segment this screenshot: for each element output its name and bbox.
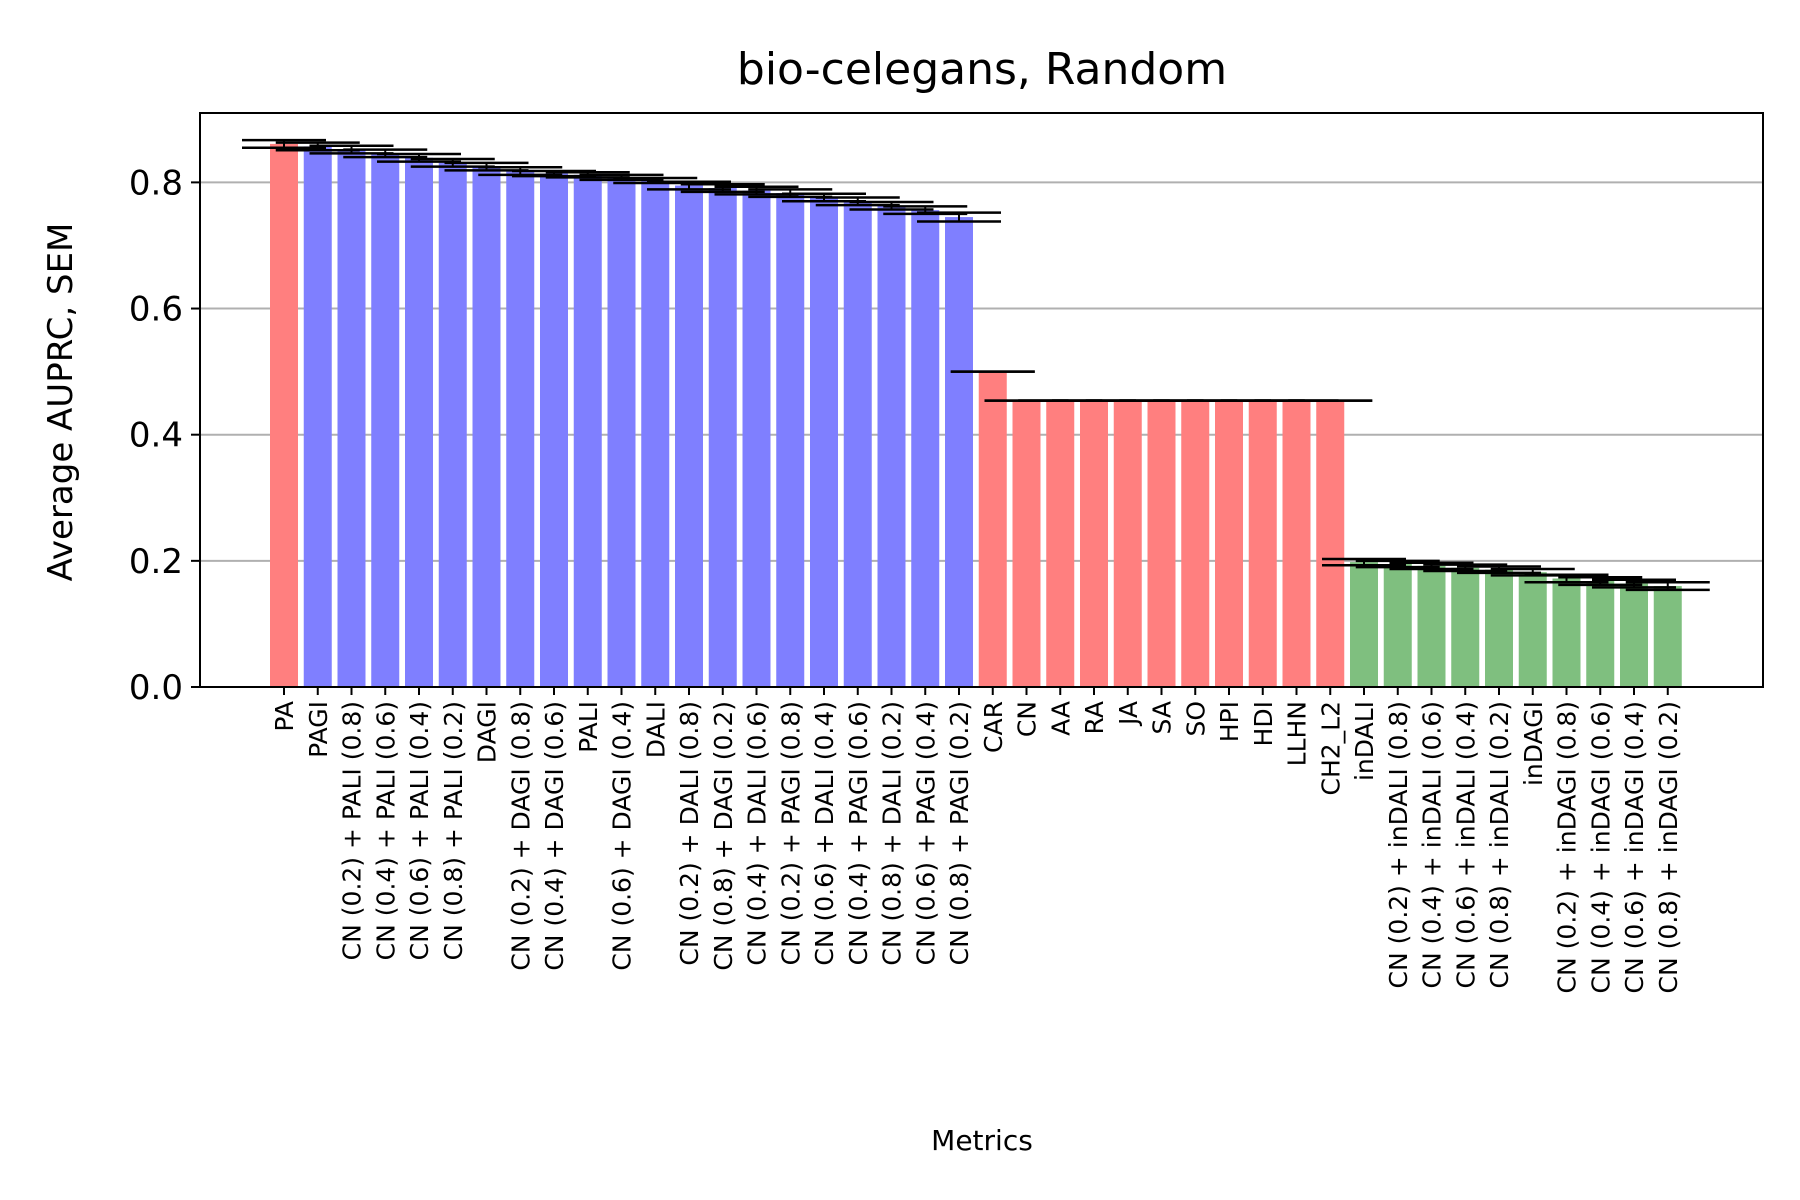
x-tick-label: CAR [979, 701, 1008, 753]
bar [1552, 578, 1581, 687]
x-tick-label: inDAGI [1519, 701, 1548, 786]
x-tick-label: CN (0.4) + PALI (0.6) [371, 701, 400, 960]
x-tick-label: CN (0.8) + inDAGI (0.2) [1654, 701, 1683, 993]
bar [1248, 400, 1277, 687]
x-tick-label: DALI [641, 701, 670, 758]
x-tick-label: CN (0.4) + inDALI (0.6) [1418, 701, 1447, 988]
x-tick-label: CN (0.2) + inDAGI (0.8) [1553, 701, 1582, 993]
x-tick-label: CN (0.2) + DALI (0.8) [675, 701, 704, 966]
bar [1316, 400, 1345, 687]
bar [1080, 400, 1108, 687]
y-tick-label: 0.0 [129, 668, 183, 708]
x-tick-label: CN [1013, 701, 1042, 737]
x-tick-label: CN (0.8) + PALI (0.2) [439, 701, 468, 960]
x-tick-label: PA [270, 701, 299, 732]
bar [1181, 400, 1210, 687]
x-tick-label: CN (0.6) + PAGI (0.4) [911, 701, 940, 965]
bar [945, 217, 973, 688]
x-tick-label: HPI [1215, 701, 1244, 742]
y-axis-ticks: 0.0 0.2 0.4 0.6 0.8 [129, 163, 200, 708]
x-axis-ticks: PA PAGI CN (0.2) + PALI (0.8) CN (0.4) + PA… [270, 687, 1683, 993]
bar [978, 371, 1007, 687]
x-tick-label: inDALI [1350, 701, 1379, 781]
x-tick-label: CN (0.8) + DAGI (0.2) [709, 701, 738, 971]
bar [675, 185, 703, 688]
x-tick-label: LLHN [1283, 701, 1312, 766]
y-axis-label: Average AUPRC, SEM [41, 223, 81, 582]
x-tick-label: AA [1046, 701, 1075, 736]
x-tick-label: CN (0.2) + PAGI (0.8) [776, 701, 805, 965]
bar [1046, 400, 1075, 687]
x-tick-label: SA [1148, 701, 1177, 734]
bar [1215, 400, 1243, 687]
bar [1147, 400, 1176, 687]
bar [1113, 400, 1142, 687]
bar [1350, 562, 1378, 687]
bar [810, 197, 838, 687]
bars [270, 143, 1682, 688]
x-tick-label: PALI [574, 701, 603, 753]
bar [270, 143, 298, 687]
bar [1653, 586, 1682, 687]
x-axis-label: Metrics [931, 1124, 1033, 1157]
y-tick-label: 0.8 [129, 163, 183, 203]
x-tick-label: CN (0.6) + inDAGI (0.4) [1620, 701, 1649, 993]
x-tick-label: HDI [1249, 701, 1278, 746]
x-tick-label: CN (0.4) + DALI (0.6) [743, 701, 772, 966]
bar [607, 177, 636, 688]
x-tick-label: SO [1181, 701, 1210, 737]
bar [1417, 565, 1446, 687]
bar [371, 153, 400, 687]
y-tick-label: 0.2 [129, 542, 183, 582]
x-tick-label: CN (0.2) + DAGI (0.8) [506, 701, 535, 971]
x-tick-label: PAGI [304, 701, 333, 758]
bar [1012, 400, 1041, 687]
bar [438, 162, 467, 688]
x-tick-label: CN (0.6) + inDALI (0.4) [1451, 701, 1480, 988]
bar [1282, 400, 1311, 687]
x-tick-label: CN (0.8) + inDALI (0.2) [1485, 701, 1514, 988]
bar [1586, 581, 1615, 687]
x-tick-label: CN (0.4) + PAGI (0.6) [844, 701, 873, 965]
x-tick-label: CN (0.6) + PALI (0.4) [405, 701, 434, 960]
bar [1383, 564, 1412, 687]
bar [1485, 569, 1513, 687]
bar [573, 174, 602, 688]
x-tick-label: RA [1080, 701, 1109, 734]
bar [540, 173, 568, 688]
bar [776, 193, 805, 687]
bar [1451, 567, 1480, 687]
x-tick-label: CN (0.2) + PALI (0.8) [338, 701, 367, 960]
bar [877, 205, 906, 687]
y-tick-label: 0.4 [129, 416, 183, 456]
error-bars [242, 138, 1710, 592]
x-tick-label: CN (0.6) + DALI (0.4) [810, 701, 839, 966]
bar [1620, 583, 1648, 687]
plot-frame [199, 112, 1764, 688]
x-tick-label: CH2_L2 [1316, 701, 1345, 796]
x-tick-label: CN (0.2) + inDALI (0.8) [1384, 701, 1413, 988]
bar [337, 149, 366, 688]
bar [405, 157, 433, 688]
bar [303, 146, 332, 687]
bar [641, 180, 670, 687]
x-tick-label: CN (0.8) + DALI (0.2) [878, 701, 907, 966]
x-tick-label: JA [1114, 701, 1143, 727]
x-tick-label: CN (0.6) + DAGI (0.4) [608, 701, 637, 971]
bar [506, 171, 535, 687]
bar [708, 188, 737, 688]
x-tick-label: CN (0.8) + PAGI (0.2) [945, 701, 974, 965]
y-tick-label: 0.6 [129, 290, 183, 330]
bar [472, 166, 501, 688]
bar [911, 210, 940, 687]
x-tick-label: CN (0.4) + DAGI (0.6) [540, 701, 569, 971]
chart-title: bio-celegans, Random [737, 44, 1227, 95]
bar [843, 201, 872, 688]
x-tick-label: DAGI [473, 701, 502, 763]
bar [742, 190, 771, 688]
bar [1518, 572, 1547, 687]
x-tick-label: CN (0.4) + inDAGI (0.6) [1586, 701, 1615, 993]
